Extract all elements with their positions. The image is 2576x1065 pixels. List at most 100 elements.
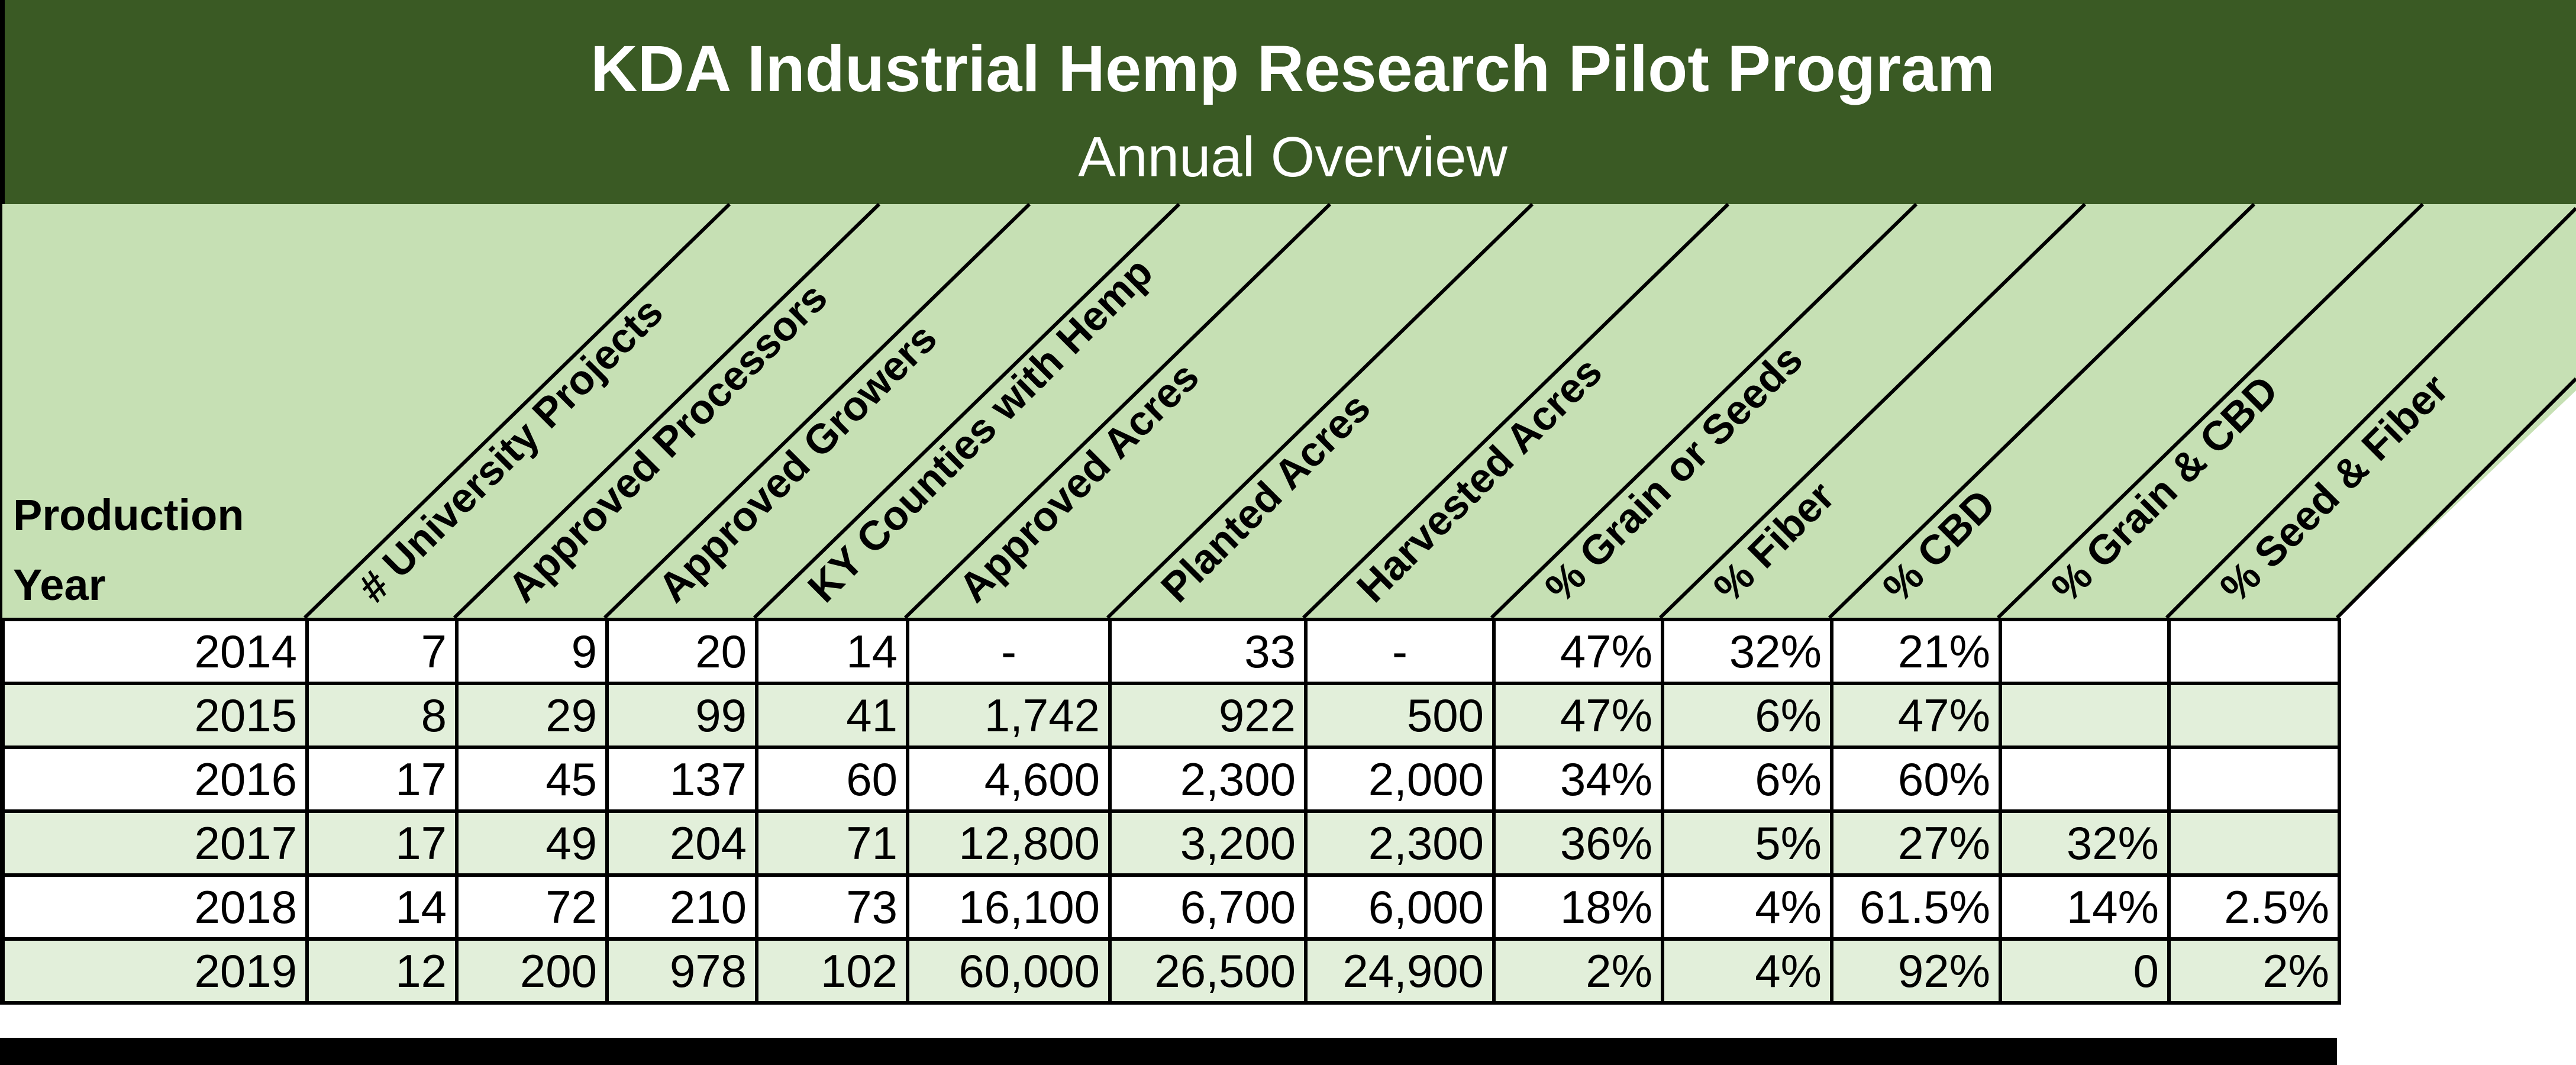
table-cell [2167, 746, 2341, 813]
table-cell: 36% [1492, 809, 1664, 877]
header-divider-line [1490, 202, 1918, 619]
header-divider-line [453, 202, 881, 619]
table-cell: 49 [455, 809, 609, 877]
table-cell: 500 [1304, 682, 1496, 749]
table-cell: 2% [1492, 937, 1664, 1005]
table-cell: 60% [1830, 746, 2002, 813]
table-cell: 6,000 [1304, 873, 1496, 941]
table-cell: 4% [1661, 937, 1833, 1005]
table-row: 2017 17 49 204 71 12,800 3,200 2,300 36% 5% 27% 32% [0, 809, 2341, 877]
header-divider-line [1996, 202, 2425, 619]
table-cell: 32% [1661, 618, 1833, 685]
table-cell: 102 [755, 937, 909, 1005]
table-cell: 21% [1830, 618, 2002, 685]
table-cell: 200 [455, 937, 609, 1005]
table-cell [1999, 746, 2171, 813]
production-year-header: Production Year [13, 480, 297, 620]
table-cell [1999, 682, 2171, 749]
table-cell: 137 [605, 746, 758, 813]
table-row: 2018 14 72 210 73 16,100 6,700 6,000 18% 4% 61.5% 1… [0, 873, 2341, 941]
table-cell: 14% [1999, 873, 2171, 941]
table-cell: 2% [2167, 937, 2341, 1005]
table-cell: 27% [1830, 809, 2002, 877]
year-cell: 2015 [0, 682, 309, 749]
table-cell: 8 [305, 682, 459, 749]
header-divider-line [1658, 202, 2087, 619]
table-cell: 47% [1492, 682, 1664, 749]
table-cell: 47% [1830, 682, 2002, 749]
header-divider-line [1302, 202, 1730, 619]
table-cell: 17 [305, 809, 459, 877]
table-cell: 1,742 [906, 682, 1112, 749]
table-row: 2014 7 9 20 14-33-47% 32% 21% [0, 618, 2341, 685]
table-cell: 2,300 [1304, 809, 1496, 877]
table-cell: 3,200 [1108, 809, 1308, 877]
header-diagonal-lines [303, 202, 2576, 619]
year-cell: 2017 [0, 809, 309, 877]
table-cell: 2.5% [2167, 873, 2341, 941]
header-divider-line [2335, 377, 2576, 619]
table-cell: 71 [755, 809, 909, 877]
table-cell: 45 [455, 746, 609, 813]
table-cell [1999, 618, 2171, 685]
bottom-border [0, 1038, 2337, 1065]
table-cell: 33 [1108, 618, 1308, 685]
table-row: 2015 8 29 99 41 1,742 922 500 47% 6% 47% [0, 682, 2341, 749]
table-cell: 16,100 [906, 873, 1112, 941]
table-cell: 47% [1492, 618, 1664, 685]
production-year-line2: Year [13, 560, 106, 609]
table-cell [2167, 618, 2341, 685]
table-cell: 922 [1108, 682, 1308, 749]
table-row: 2016 17 45 137 60 4,600 2,300 2,000 34% 6% 60% [0, 746, 2341, 813]
year-cell: 2019 [0, 937, 309, 1005]
table-cell: 5% [1661, 809, 1833, 877]
table-cell: 34% [1492, 746, 1664, 813]
table-cell: 61.5% [1830, 873, 2002, 941]
table-cell: 4% [1661, 873, 1833, 941]
table-cell: 12,800 [906, 809, 1112, 877]
table-cell: 14 [755, 618, 909, 685]
table-cell: 72 [455, 873, 609, 941]
table-cell: 4,600 [906, 746, 1112, 813]
table-cell: 6% [1661, 682, 1833, 749]
table-cell: 18% [1492, 873, 1664, 941]
table-cell: 210 [605, 873, 758, 941]
table-cell: 32% [1999, 809, 2171, 877]
table-cell: 12 [305, 937, 459, 1005]
table-cell: 7 [305, 618, 459, 685]
table-cell: 20 [605, 618, 758, 685]
table-cell: - [906, 618, 1112, 685]
production-year-line1: Production [13, 490, 244, 540]
table-cell: 41 [755, 682, 909, 749]
year-cell: 2018 [0, 873, 309, 941]
header-divider-line [603, 202, 1031, 619]
table-cell: 17 [305, 746, 459, 813]
table-cell: 60,000 [906, 937, 1112, 1005]
table-cell: 2,300 [1108, 746, 1308, 813]
table-cell [2167, 682, 2341, 749]
header-band [0, 204, 2576, 618]
table-cell: 204 [605, 809, 758, 877]
table-cell: 2,000 [1304, 746, 1496, 813]
table-cell: 6,700 [1108, 873, 1308, 941]
header-divider-line [2165, 206, 2576, 619]
year-cell: 2016 [0, 746, 309, 813]
table-cell: 92% [1830, 937, 2002, 1005]
table-cell: 26,500 [1108, 937, 1308, 1005]
table-cell: 29 [455, 682, 609, 749]
header-divider-line [1106, 202, 1534, 619]
page-title: KDA Industrial Hemp Research Pilot Progr… [590, 33, 1995, 105]
table-cell: 73 [755, 873, 909, 941]
table-cell: 978 [605, 937, 758, 1005]
table-cell: 99 [605, 682, 758, 749]
table-row: 2019 12 200 978 102 60,000 26,500 24,900 2% 4% 92%… [0, 937, 2341, 1005]
year-cell: 2014 [0, 618, 309, 685]
data-table: 2014 7 9 20 14-33-47% 32% 21% 2015 8 29 99 41 1,742 9… [0, 618, 2341, 1005]
table-cell: 24,900 [1304, 937, 1496, 1005]
title-band: KDA Industrial Hemp Research Pilot Progr… [0, 0, 2576, 204]
header-divider-line [303, 202, 731, 619]
header-divider-line [903, 202, 1332, 619]
header-divider-line [753, 202, 1181, 619]
table-cell: 14 [305, 873, 459, 941]
